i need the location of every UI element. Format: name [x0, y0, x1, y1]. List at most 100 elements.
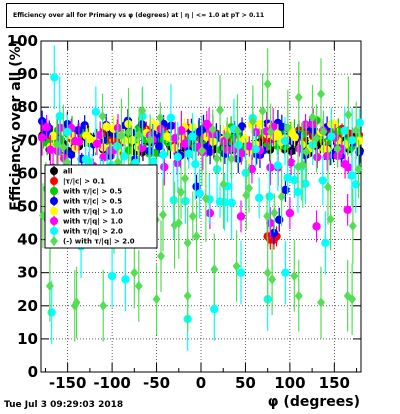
data-point [223, 130, 232, 141]
data-point [98, 111, 107, 122]
data-point [170, 143, 179, 153]
legend-marker [50, 197, 58, 205]
y-tick-label: 10 [17, 330, 38, 348]
data-point [46, 145, 55, 154]
data-point [107, 271, 117, 281]
data-point [191, 159, 200, 169]
data-point [312, 133, 321, 144]
timestamp: Tue Jul 3 09:29:03 2018 [4, 400, 124, 410]
data-point [344, 163, 353, 172]
data-point [266, 218, 275, 228]
data-point [146, 134, 155, 145]
legend-marker [50, 177, 58, 185]
data-point [201, 193, 210, 204]
data-point [92, 139, 102, 149]
legend-marker [50, 167, 58, 175]
data-point [99, 153, 108, 162]
data-point [352, 125, 361, 136]
data-point [227, 153, 236, 164]
data-point [173, 152, 182, 162]
data-point [155, 142, 164, 151]
data-point [197, 145, 206, 156]
data-point [263, 267, 272, 278]
data-point [157, 251, 165, 262]
data-point [269, 228, 279, 238]
data-point [286, 158, 296, 167]
data-point [49, 131, 58, 141]
y-axis-label: Efficiency over all (%) [8, 40, 24, 211]
data-point [347, 171, 357, 180]
data-point [355, 118, 364, 127]
data-point [180, 139, 190, 148]
data-point [184, 149, 194, 158]
data-point [237, 149, 246, 158]
data-point [236, 268, 246, 277]
data-point [312, 222, 321, 231]
x-tick-label: 50 [235, 374, 256, 392]
data-point [266, 126, 275, 137]
data-point [277, 191, 286, 202]
data-point [309, 120, 318, 129]
data-point [177, 126, 186, 135]
data-point [270, 207, 279, 218]
data-point [45, 280, 54, 291]
data-point [354, 164, 363, 175]
data-point [59, 142, 68, 153]
data-point [251, 144, 260, 154]
data-marks [37, 45, 364, 351]
data-point [151, 148, 161, 157]
legend-label: (-) with τ/|q| > 2.0 [63, 238, 135, 247]
data-point [149, 157, 158, 166]
data-point [74, 137, 84, 146]
data-point [156, 112, 165, 123]
data-point [281, 185, 290, 195]
data-point [121, 275, 130, 284]
data-point [323, 181, 332, 192]
y-tick-label: 0 [28, 363, 38, 381]
data-point [55, 111, 64, 121]
data-point [283, 122, 292, 133]
data-point [273, 130, 283, 139]
data-point [301, 120, 310, 129]
data-point [317, 297, 325, 308]
data-point [247, 164, 257, 174]
legend-marker [50, 207, 58, 215]
data-point [263, 211, 272, 222]
data-point [343, 205, 352, 215]
data-point [240, 134, 250, 144]
y-tick-label: 70 [17, 131, 38, 149]
data-point [348, 221, 357, 232]
data-point [308, 112, 317, 123]
data-point [208, 124, 217, 135]
data-point [130, 267, 139, 278]
data-point [188, 132, 197, 141]
data-point [340, 126, 349, 135]
legend-marker [50, 217, 58, 225]
data-point [242, 190, 251, 201]
data-point [220, 198, 229, 207]
data-point [212, 153, 221, 164]
data-point [245, 183, 254, 194]
data-point [166, 113, 176, 123]
data-point [169, 195, 178, 205]
data-point [290, 132, 299, 142]
data-point [50, 73, 59, 82]
data-point [102, 122, 111, 131]
data-point [183, 237, 192, 248]
data-point [67, 150, 76, 159]
data-point [258, 106, 267, 117]
data-point [323, 151, 332, 161]
data-point [347, 136, 357, 145]
data-point [317, 88, 325, 99]
data-point [160, 162, 169, 172]
data-point [181, 173, 190, 184]
y-tick-label: 100 [7, 32, 38, 50]
data-point [219, 179, 228, 190]
data-point [128, 136, 137, 145]
data-point [268, 274, 277, 285]
data-point [266, 163, 275, 172]
data-point [293, 187, 303, 197]
data-point [318, 176, 328, 185]
y-tick-label: 20 [17, 297, 38, 315]
data-point [236, 212, 246, 221]
